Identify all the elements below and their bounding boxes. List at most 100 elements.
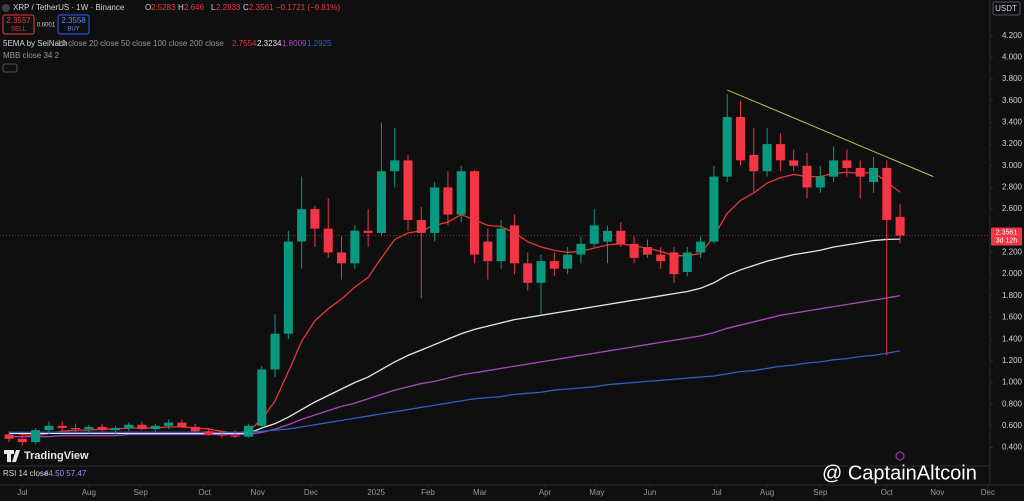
candle-body	[31, 430, 41, 443]
candle-body	[150, 425, 160, 430]
y-tick-label: 3.800	[1002, 74, 1023, 83]
candle-body	[842, 160, 852, 168]
l-label: L	[211, 3, 216, 12]
y-tick-label: 1.200	[1002, 356, 1023, 365]
sell-button[interactable]	[2, 14, 35, 35]
mbb-label: MBB close 34 2	[3, 51, 60, 60]
spread: 0.0001	[37, 23, 56, 29]
candle-body	[443, 187, 453, 215]
y-tick-label: 1.000	[1002, 378, 1023, 387]
x-tick-label: Oct	[881, 488, 894, 497]
h-label: H	[178, 3, 184, 12]
currency-box[interactable]	[992, 1, 1021, 16]
candle-body	[190, 426, 200, 432]
price-label-box	[991, 227, 1022, 246]
ema-value: 2.7554	[232, 39, 257, 48]
sell-price: 2.3557	[6, 16, 31, 25]
candle-body	[509, 225, 519, 264]
candle-body	[882, 167, 892, 220]
y-tick-label: 3.000	[1002, 161, 1023, 170]
y-tick-label: 2.800	[1002, 183, 1023, 192]
ema-line	[9, 238, 901, 435]
candle-body	[669, 252, 679, 275]
y-tick-label: 0.400	[1002, 443, 1023, 452]
x-tick-label: Nov	[251, 488, 265, 497]
candle-body	[257, 369, 267, 426]
candle-body	[642, 247, 652, 255]
candle-body	[789, 160, 799, 166]
y-tick-label: 4.200	[1002, 31, 1023, 40]
candle-body	[829, 160, 839, 177]
candle-body	[563, 254, 573, 269]
x-tick-label: May	[589, 488, 604, 497]
candle-body	[629, 243, 639, 258]
buy-button[interactable]	[57, 14, 90, 35]
price-label: 2.3561	[996, 229, 1018, 236]
candle-body	[616, 230, 626, 244]
candle-body	[350, 230, 360, 264]
candle-body	[775, 144, 785, 161]
collapse-button[interactable]	[2, 63, 18, 73]
rsi-values: 44.50 57.47	[44, 469, 87, 478]
candle-body	[749, 154, 759, 172]
candle-body	[589, 225, 599, 244]
x-tick-label: Aug	[760, 488, 774, 497]
candle-body	[124, 424, 134, 428]
candle-body	[390, 160, 400, 172]
candle-body	[337, 252, 347, 264]
candle-body	[602, 230, 613, 242]
event-icon[interactable]	[895, 451, 905, 461]
candle-body	[283, 241, 293, 334]
ema-params: 10 close 20 close 50 close 100 close 200…	[57, 39, 224, 48]
buy-price: 2.3558	[61, 16, 86, 25]
candle-body	[696, 241, 706, 253]
x-tick-label: Jun	[644, 488, 657, 497]
candle-body	[430, 187, 440, 233]
x-tick-label: Nov	[930, 488, 944, 497]
candle-body	[536, 261, 546, 283]
high-value: 2.646	[184, 3, 205, 12]
candle-body	[456, 171, 466, 215]
x-tick-label: Oct	[198, 488, 211, 497]
x-tick-label: Aug	[82, 488, 96, 497]
ema-value: 1.2925	[307, 39, 332, 48]
candle-body	[802, 165, 812, 188]
x-tick-label: Dec	[304, 488, 318, 497]
candle-body	[895, 216, 905, 236]
candle-body	[469, 171, 480, 255]
y-tick-label: 0.800	[1002, 399, 1023, 408]
watermark: @ CaptainAltcoin	[822, 462, 977, 484]
change: −0.1721 (−6.81%)	[276, 3, 340, 12]
candle-body	[310, 209, 320, 229]
candle-body	[243, 425, 253, 437]
y-tick-label: 4.000	[1002, 53, 1023, 62]
candle-body	[71, 427, 81, 430]
symbol: XRP / TetherUS · 1W · Binance	[13, 3, 125, 12]
candle-body	[416, 219, 426, 233]
currency: USDT	[995, 4, 1017, 13]
symbol-icon	[2, 4, 10, 12]
buy-label: BUY	[67, 27, 79, 33]
candle-body	[230, 435, 240, 437]
countdown: 3d 12h	[996, 237, 1018, 244]
y-tick-label: 0.600	[1002, 421, 1023, 430]
brand: TradingView	[24, 450, 89, 462]
x-tick-label: 2025	[367, 488, 385, 497]
candle-body	[709, 176, 719, 242]
low-value: 2.2833	[216, 3, 241, 12]
ema-line	[9, 295, 901, 438]
candle-body	[44, 425, 54, 431]
candle-body	[576, 243, 586, 255]
x-tick-label: Apr	[539, 488, 552, 497]
y-tick-label: 2.600	[1002, 204, 1023, 213]
candle-body	[17, 438, 27, 443]
candle-body	[762, 144, 772, 172]
candle-body	[137, 424, 147, 430]
y-tick-label: 1.400	[1002, 334, 1023, 343]
sell-label: SELL	[11, 27, 26, 33]
candle-body	[110, 427, 120, 431]
y-tick-label: 3.600	[1002, 96, 1023, 105]
y-tick-label: 2.000	[1002, 269, 1023, 278]
candle-body	[549, 261, 559, 269]
